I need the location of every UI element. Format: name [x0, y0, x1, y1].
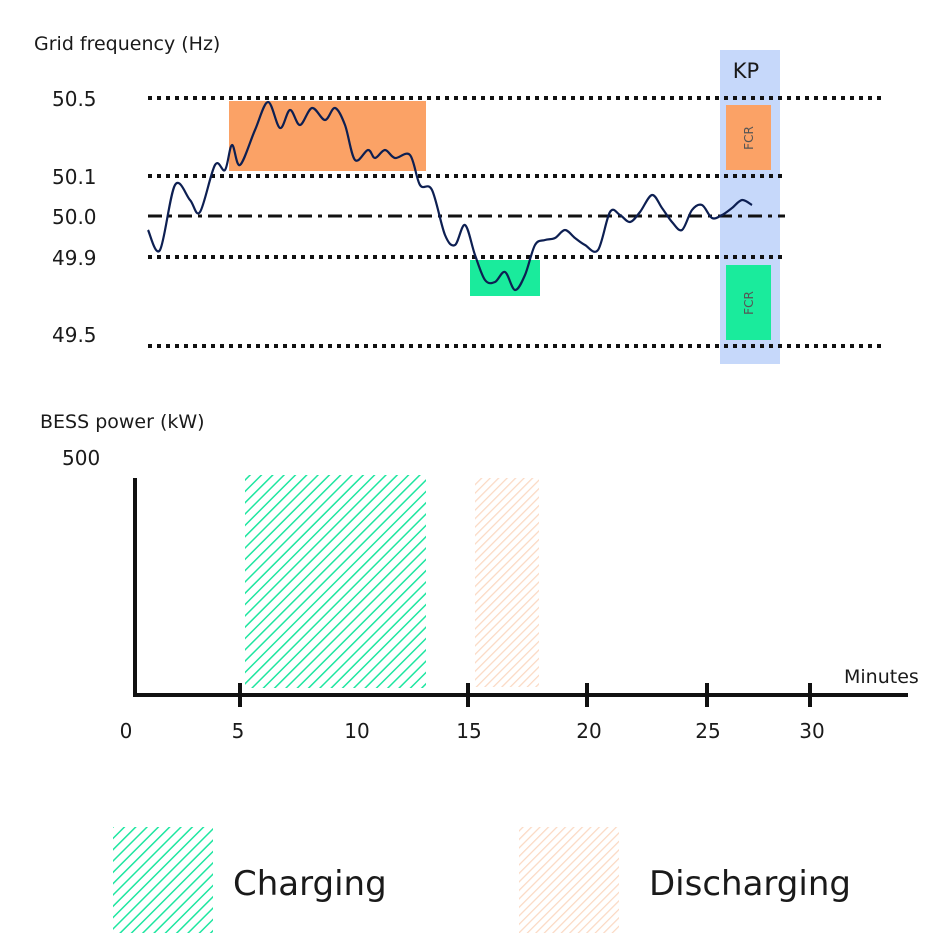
- y-max-label: 500: [62, 446, 100, 470]
- discharging-bar: [475, 478, 539, 687]
- lower-fcr-band: [470, 260, 540, 296]
- y-tick-label: 50.1: [52, 165, 97, 189]
- charging-bar: [245, 475, 426, 688]
- fcr-box-upper: [726, 105, 771, 170]
- legend-label: Charging: [233, 864, 387, 904]
- x-tick-label: 15: [456, 719, 481, 743]
- frequency-title: Grid frequency (Hz): [34, 33, 220, 55]
- legend-swatch: [113, 827, 213, 933]
- x-tick-label: 0: [120, 719, 133, 743]
- y-tick-label: 49.9: [52, 246, 97, 270]
- y-tick-label: 50.5: [52, 87, 97, 111]
- power-title: BESS power (kW): [40, 411, 205, 433]
- fcr-label: FCR: [742, 291, 756, 315]
- x-axis-label: Minutes: [844, 666, 919, 688]
- y-tick-label: 49.5: [52, 323, 97, 347]
- kp-label: KP: [733, 59, 759, 83]
- fcr-label: FCR: [742, 126, 756, 150]
- frequency-curve: [146, 100, 753, 292]
- legend-label: Discharging: [649, 864, 851, 904]
- x-tick-label: 5: [232, 719, 245, 743]
- x-tick-label: 20: [576, 719, 601, 743]
- x-tick-label: 25: [695, 719, 720, 743]
- legend-swatch: [519, 827, 619, 933]
- x-tick-label: 10: [344, 719, 369, 743]
- upper-fcr-band: [229, 101, 426, 171]
- y-tick-label: 50.0: [52, 205, 97, 229]
- x-tick-label: 30: [799, 719, 824, 743]
- fcr-box-lower: [726, 265, 771, 340]
